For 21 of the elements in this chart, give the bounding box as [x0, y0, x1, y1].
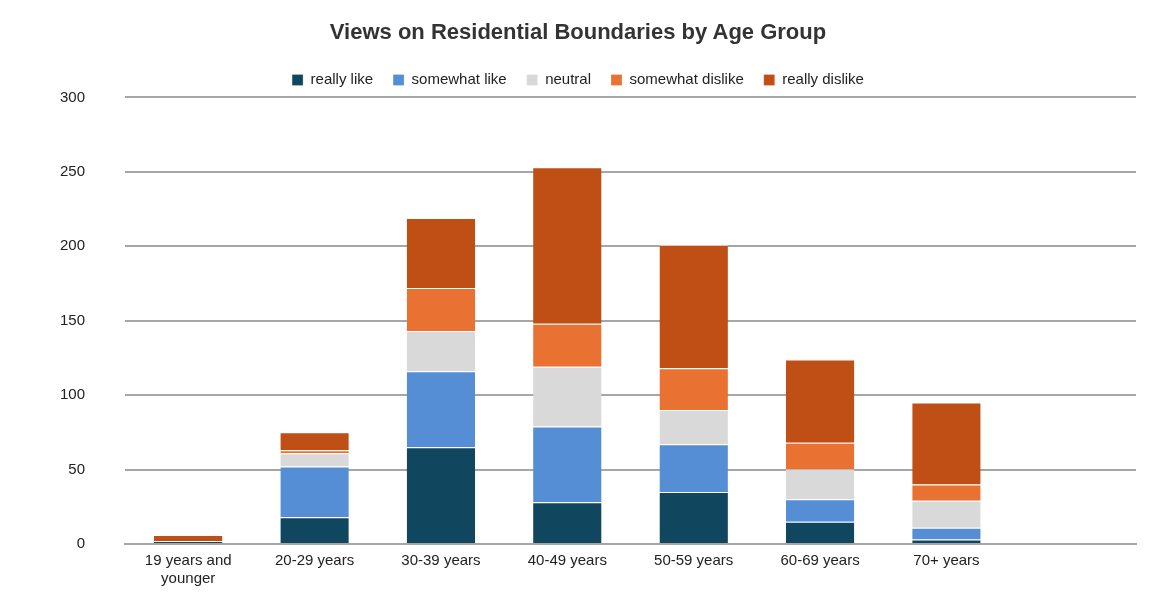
legend-label: really dislike — [782, 70, 864, 88]
y-tick-label: 300 — [60, 87, 86, 105]
chart-title: Views on Residential Boundaries by Age Group — [329, 19, 827, 45]
x-tick-label: 70+ years — [913, 551, 980, 569]
legend-label: somewhat dislike — [629, 70, 744, 88]
legend-label: really like — [310, 70, 374, 88]
y-tick-label: 0 — [76, 534, 86, 552]
legend-label: neutral — [545, 70, 592, 88]
x-tick-label: 20-29 years — [274, 551, 355, 569]
x-tick-label: 50-59 years — [654, 551, 734, 569]
y-tick-label: 100 — [60, 385, 86, 403]
y-tick-label: 200 — [60, 236, 86, 254]
x-tick-label: 60-69 years — [780, 551, 860, 569]
x-tick-label: 30-39 years — [401, 551, 481, 569]
category-label: 19 years and — [144, 551, 232, 569]
x-tick-label: 40-49 years — [527, 551, 607, 569]
y-tick-label: 50 — [68, 459, 86, 477]
legend-label: somewhat like — [411, 70, 507, 88]
y-tick-label: 250 — [60, 161, 86, 179]
y-tick-label: 150 — [60, 310, 86, 328]
category-label: younger — [161, 569, 216, 587]
